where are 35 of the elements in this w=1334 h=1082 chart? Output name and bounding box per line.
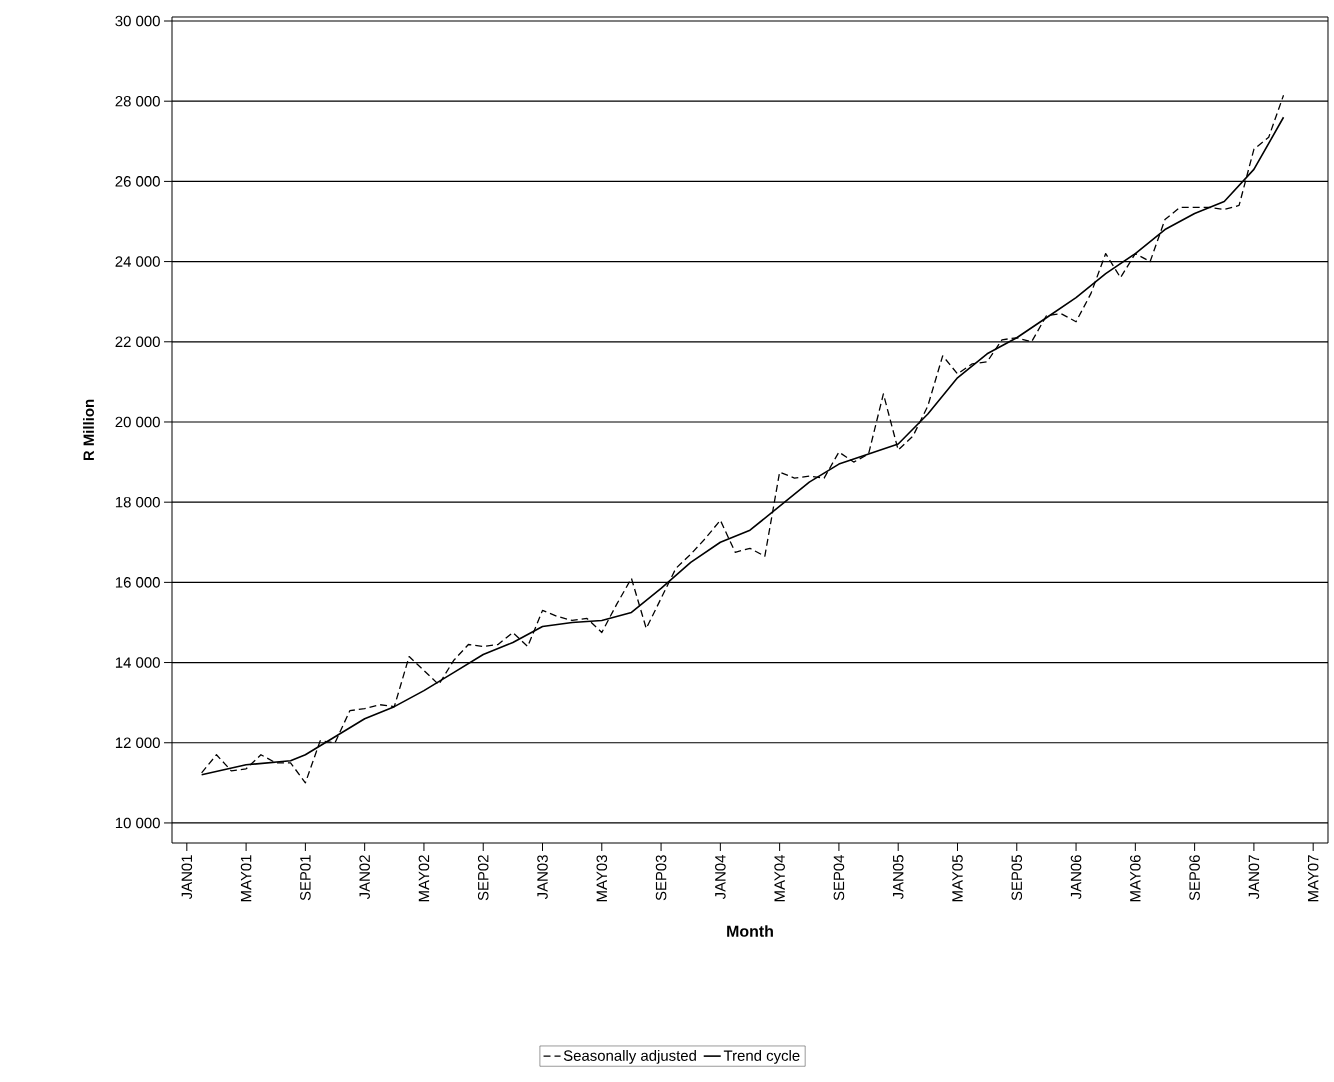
x-tick-label: SEP01	[300, 855, 311, 901]
y-tick-label: 16 000	[115, 577, 160, 588]
x-tick-label: SEP04	[833, 854, 845, 901]
x-tick-label: JAN06	[1070, 855, 1082, 900]
y-tick-label: 24 000	[115, 256, 160, 267]
x-tick-label: MAY07	[1307, 855, 1319, 902]
x-tick-label: MAY04	[774, 854, 785, 902]
y-tick-label: 14 000	[115, 657, 160, 668]
y-tick-label: 12 000	[115, 737, 160, 749]
x-tick-label: JAN05	[892, 855, 904, 900]
x-tick-label: MAY02	[418, 855, 430, 902]
x-tick-label: JAN02	[359, 855, 370, 900]
x-tick-label: JAN07	[1248, 855, 1260, 900]
x-tick-label: MAY03	[596, 855, 608, 902]
x-tick-label: JAN04	[715, 854, 726, 900]
legend-label: Seasonally adjusted	[563, 1049, 696, 1064]
x-tick-label: SEP02	[477, 855, 489, 901]
x-tick-label: SEP06	[1189, 855, 1200, 901]
x-tick-label: JAN03	[537, 855, 548, 900]
x-tick-label: SEP05	[1011, 855, 1023, 901]
x-tick-label: MAY01	[240, 855, 252, 902]
x-tick-label: MAY05	[952, 855, 963, 902]
x-tick-label: JAN01	[181, 855, 193, 900]
y-tick-label: 20 000	[115, 416, 160, 428]
y-tick-label: 26 000	[115, 176, 160, 187]
x-axis-title: Month	[727, 925, 773, 937]
x-tick-label: MAY06	[1130, 855, 1141, 902]
x-tick-label: SEP03	[655, 855, 667, 901]
legend-label: Trend cycle	[723, 1049, 800, 1064]
y-tick-label: 10 000	[115, 817, 160, 829]
y-tick-label: 30 000	[115, 15, 160, 27]
y-tick-label: 28 000	[115, 95, 160, 107]
y-tick-label: 18 000	[115, 496, 160, 508]
y-axis-title: R Million	[83, 399, 95, 461]
y-tick-label: 22 000	[115, 336, 160, 348]
